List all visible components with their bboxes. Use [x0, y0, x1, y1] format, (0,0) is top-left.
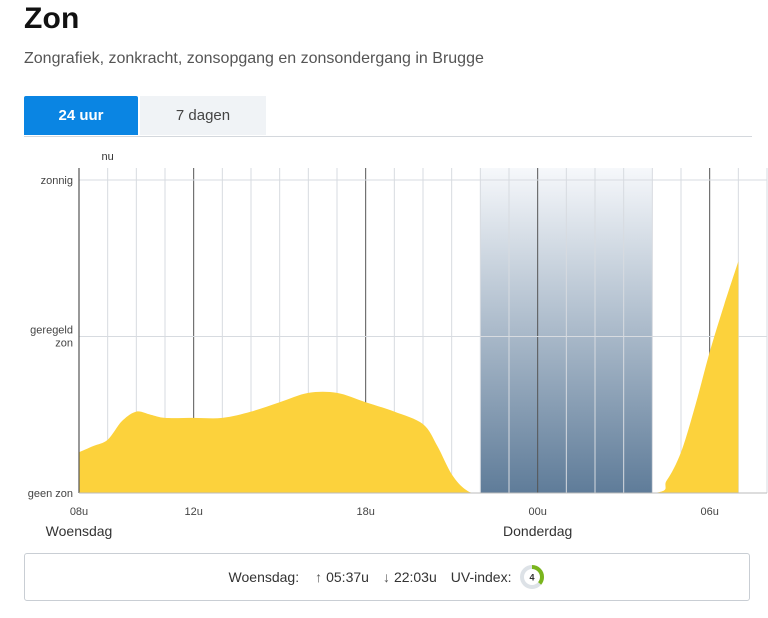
uv-label: UV-index: — [450, 569, 512, 585]
day-label: Donderdag — [503, 523, 572, 539]
tab-24-uur[interactable]: 24 uur — [24, 96, 138, 135]
uv-value: 4 — [530, 573, 535, 583]
arrow-down-icon: ↓ — [382, 569, 390, 585]
chart-axes — [78, 168, 768, 494]
x-tick-label: 08u — [70, 506, 88, 518]
page-title: Zon — [24, 2, 80, 35]
y-level-label: geregeld — [30, 325, 73, 337]
sunrise-time: 05:37u — [326, 569, 369, 585]
y-level-label: geen zon — [28, 488, 73, 500]
uv-index-badge: 4 — [520, 565, 545, 589]
uv-ring-progress — [520, 565, 545, 589]
x-tick-label: 18u — [356, 506, 374, 518]
x-tick-label: 12u — [184, 506, 202, 518]
sunset-time: 22:03u — [393, 569, 437, 585]
day-label: Woensdag — [46, 523, 113, 539]
sunset-item: ↓ 22:03u — [383, 569, 437, 585]
sunrise-item: ↑ 05:37u — [315, 569, 369, 585]
arrow-up-icon: ↑ — [315, 569, 323, 585]
x-tick-label: 06u — [700, 506, 718, 518]
now-label: nu — [102, 151, 114, 163]
y-level-label: zon — [55, 338, 73, 350]
tab-7-dagen[interactable]: 7 dagen — [140, 96, 266, 135]
page-subtitle: Zongrafiek, zonkracht, zonsopgang en zon… — [24, 50, 484, 67]
summary-day: Woensdag: — [228, 569, 300, 585]
y-level-label: zonnig — [41, 175, 73, 187]
sun-area — [79, 261, 739, 493]
x-tick-label: 00u — [528, 506, 546, 518]
sun-area-path — [79, 261, 739, 493]
sun-summary: Woensdag: ↑ 05:37u ↓ 22:03u UV-index: 4 — [24, 553, 750, 601]
range-tabs: 24 uur 7 dagen — [24, 96, 752, 137]
